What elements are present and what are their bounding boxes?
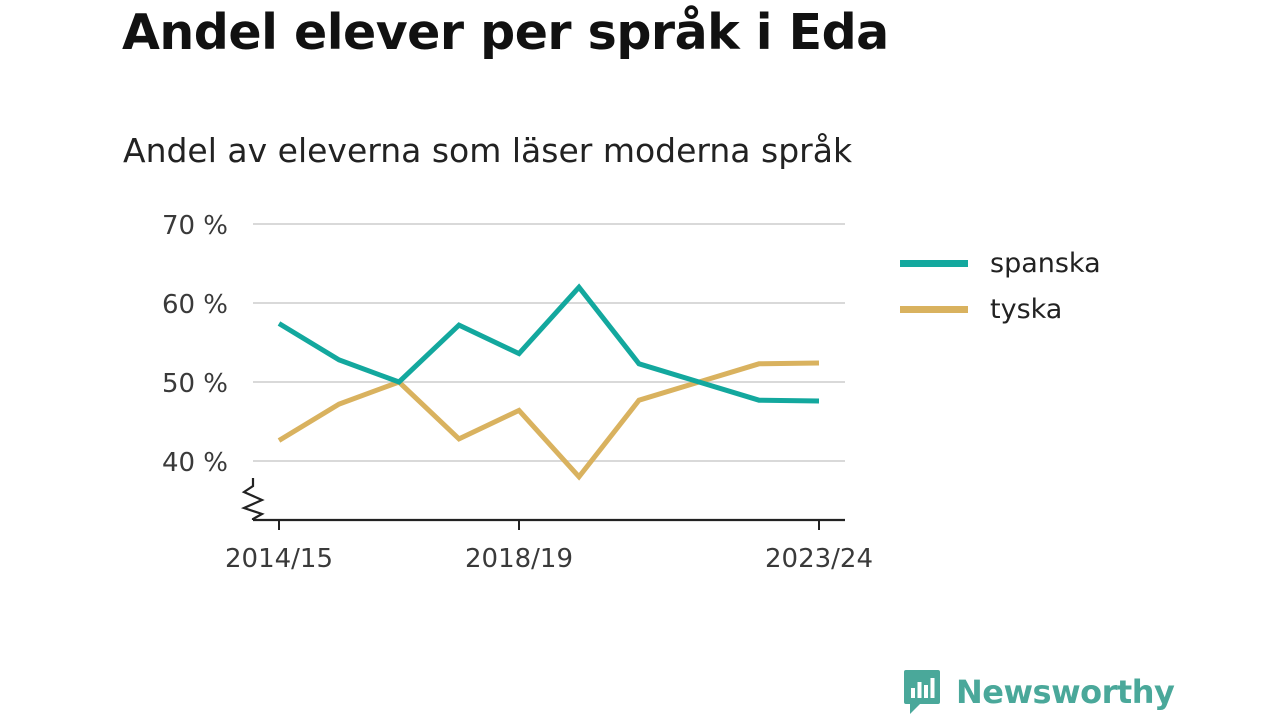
y-tick-label: 50 % — [162, 369, 228, 399]
x-tick-label: 2018/19 — [465, 544, 573, 574]
x-tick-label: 2023/24 — [765, 544, 873, 574]
page-title: Andel elever per språk i Eda — [122, 4, 889, 61]
legend-item-tyska: tyska — [900, 286, 1101, 332]
legend-item-spanska: spanska — [900, 240, 1101, 286]
y-tick-label: 70 % — [162, 211, 228, 241]
legend-swatch-tyska — [900, 305, 968, 313]
legend-label-tyska: tyska — [990, 293, 1063, 325]
y-tick-label: 40 % — [162, 448, 228, 478]
series-line-tyska — [277, 360, 820, 481]
brand-logo: Newsworthy — [902, 668, 1175, 716]
legend-swatch-spanska — [900, 259, 968, 267]
chart-subtitle: Andel av eleverna som läser moderna språ… — [123, 131, 853, 170]
y-axis-break-icon — [240, 478, 265, 520]
bar-chart-speech-bubble-icon — [904, 670, 940, 714]
series-line-spanska — [277, 283, 820, 404]
brand-name: Newsworthy — [956, 673, 1175, 711]
x-tick-label: 2014/15 — [225, 544, 333, 574]
y-tick-label: 60 % — [162, 290, 228, 320]
chart-legend: spanska tyska — [900, 240, 1101, 332]
legend-label-spanska: spanska — [990, 247, 1101, 279]
